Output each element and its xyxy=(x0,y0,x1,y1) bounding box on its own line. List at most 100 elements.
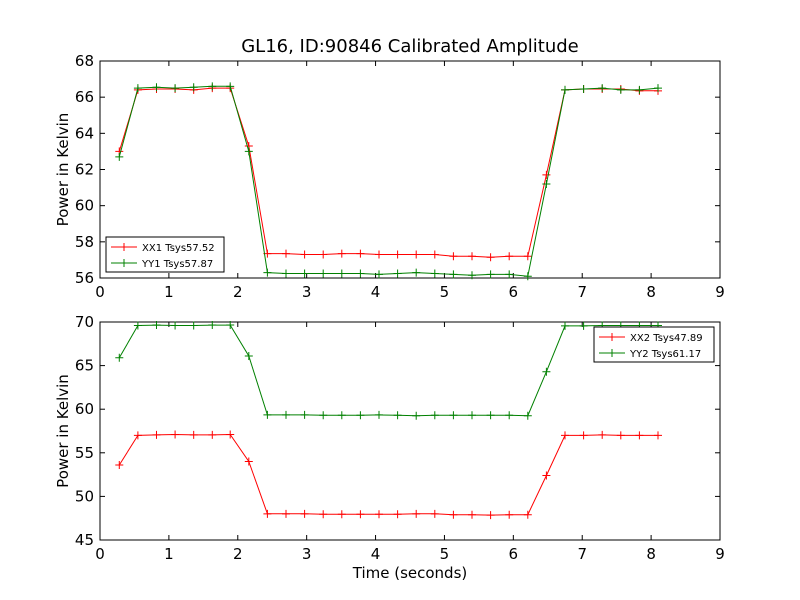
x-tick-label: 9 xyxy=(715,545,725,563)
data-point xyxy=(244,147,253,156)
data-point xyxy=(152,83,161,92)
data-point xyxy=(468,510,476,519)
x-tick-label: 4 xyxy=(371,545,381,563)
data-point xyxy=(412,411,421,420)
data-point xyxy=(337,411,346,420)
data-point xyxy=(356,510,365,519)
data-point xyxy=(486,511,495,520)
data-point xyxy=(300,410,309,419)
data-point xyxy=(505,411,514,420)
data-point xyxy=(356,249,365,258)
x-tick-label: 7 xyxy=(577,545,587,563)
x-tick-label: 6 xyxy=(509,283,519,301)
y-tick-label: 68 xyxy=(75,52,94,70)
data-point xyxy=(375,250,383,259)
data-point xyxy=(375,270,383,279)
data-point xyxy=(300,250,309,259)
data-point xyxy=(579,85,588,94)
data-point xyxy=(542,179,551,188)
data-point xyxy=(208,321,217,330)
data-point xyxy=(430,411,439,420)
data-point xyxy=(337,510,346,519)
data-point xyxy=(616,85,625,94)
data-point xyxy=(616,431,625,440)
x-tick-label: 5 xyxy=(440,283,450,301)
data-point xyxy=(226,321,235,330)
data-point xyxy=(412,509,421,518)
data-point xyxy=(449,270,458,279)
data-point xyxy=(208,430,217,439)
data-point xyxy=(523,510,532,519)
data-point xyxy=(319,269,328,278)
data-point xyxy=(561,431,569,440)
legend-marker xyxy=(120,259,128,267)
data-point xyxy=(133,431,142,440)
x-tick-label: 1 xyxy=(164,545,174,563)
data-point xyxy=(152,321,161,330)
data-point xyxy=(505,252,514,261)
y-axis-label: Power in Kelvin xyxy=(54,374,72,488)
y-tick-label: 56 xyxy=(75,269,94,287)
data-point xyxy=(542,367,551,376)
legend-label: YY2 Tsys61.17 xyxy=(629,349,701,360)
x-tick-label: 5 xyxy=(440,545,450,563)
data-point xyxy=(542,170,551,179)
x-tick-label: 2 xyxy=(233,283,243,301)
data-point xyxy=(468,271,476,280)
x-tick-label: 8 xyxy=(646,283,656,301)
legend-marker xyxy=(608,333,616,341)
data-point xyxy=(115,152,124,161)
data-point xyxy=(375,510,383,519)
data-point xyxy=(152,430,161,439)
data-point xyxy=(171,430,180,439)
data-point xyxy=(115,461,124,470)
chart-title: GL16, ID:90846 Calibrated Amplitude xyxy=(241,36,579,57)
data-point xyxy=(430,269,439,278)
x-tick-label: 4 xyxy=(371,283,381,301)
data-point xyxy=(189,83,198,92)
data-point xyxy=(393,411,402,420)
data-point xyxy=(561,321,569,330)
data-point xyxy=(412,268,421,277)
y-tick-label: 65 xyxy=(75,357,94,375)
legend-marker xyxy=(608,349,616,357)
data-point xyxy=(468,411,476,420)
x-tick-label: 1 xyxy=(164,283,174,301)
data-point xyxy=(356,269,365,278)
data-point xyxy=(263,410,272,419)
data-point xyxy=(468,252,476,261)
y-tick-label: 45 xyxy=(75,531,94,549)
legend-label: XX2 Tsys47.89 xyxy=(630,333,703,344)
data-point xyxy=(133,84,142,93)
y-tick-label: 60 xyxy=(75,400,94,418)
data-point xyxy=(635,431,644,440)
data-point xyxy=(300,269,309,278)
x-tick-label: 0 xyxy=(95,545,105,563)
x-tick-label: 8 xyxy=(646,545,656,563)
data-point xyxy=(356,411,365,420)
data-point xyxy=(337,269,346,278)
data-point xyxy=(171,84,180,93)
data-point xyxy=(171,321,180,330)
data-point xyxy=(542,471,551,480)
data-point xyxy=(635,85,644,94)
y-axis-label: Power in Kelvin xyxy=(54,113,72,227)
data-point xyxy=(598,84,607,93)
x-tick-label: 3 xyxy=(302,283,312,301)
data-point xyxy=(393,510,402,519)
data-point xyxy=(654,431,662,440)
data-point xyxy=(430,250,439,259)
data-point xyxy=(598,430,607,439)
data-point xyxy=(505,270,514,279)
x-tick-label: 3 xyxy=(302,545,312,563)
data-point xyxy=(579,431,588,440)
data-point xyxy=(654,84,662,93)
data-point xyxy=(412,250,421,259)
data-point xyxy=(523,272,532,281)
data-point xyxy=(319,411,328,420)
y-tick-label: 66 xyxy=(75,88,94,106)
data-point xyxy=(449,411,458,420)
data-point xyxy=(189,321,198,330)
data-point xyxy=(561,85,569,94)
